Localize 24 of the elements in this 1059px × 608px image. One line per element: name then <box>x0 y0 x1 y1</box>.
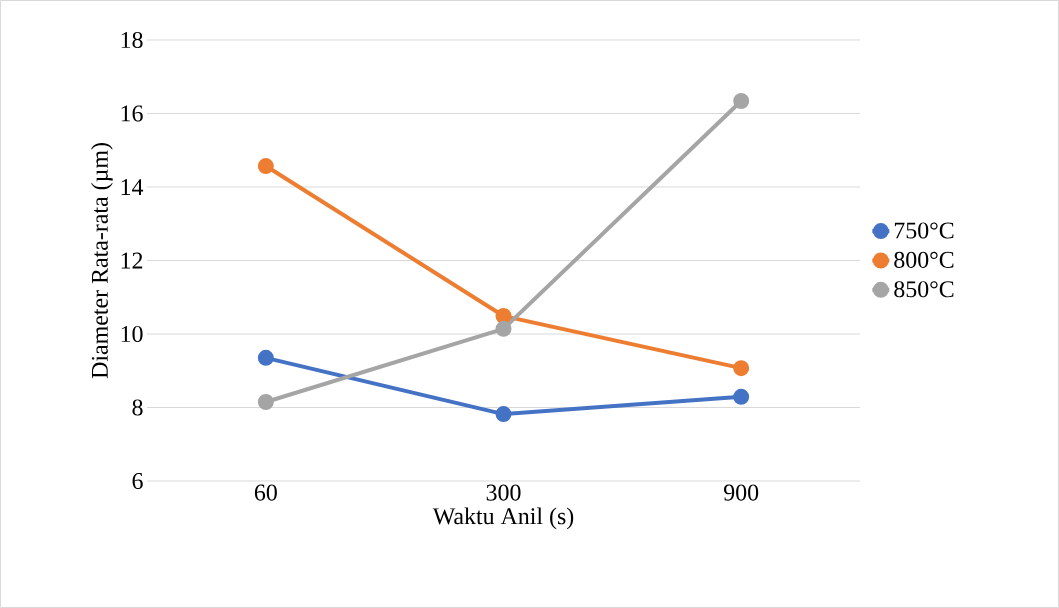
x-tick-label: 60 <box>254 484 277 501</box>
point <box>257 393 274 410</box>
y-tick-label: 6 <box>132 472 143 490</box>
x-tick-label: 300 <box>486 484 521 501</box>
y-tick-label: 16 <box>121 105 143 122</box>
legend-label: 850°C <box>894 281 954 298</box>
y-tick-label: 8 <box>132 399 143 416</box>
point <box>733 92 750 109</box>
point <box>495 307 512 324</box>
point <box>733 388 750 405</box>
y-tick-label: 18 <box>121 31 143 49</box>
point <box>495 406 512 423</box>
point <box>257 158 274 175</box>
x-axis-title: Waktu Anil (s) <box>432 507 574 530</box>
legend-label: 750°C <box>894 222 954 239</box>
y-tick-label: 10 <box>121 325 143 343</box>
point <box>733 360 750 377</box>
point <box>257 349 274 366</box>
point <box>495 320 512 337</box>
legend-label: 800°C <box>894 251 954 268</box>
y-tick-label: 12 <box>121 252 143 269</box>
y-tick-label: 14 <box>121 179 144 195</box>
y-axis-title: Diameter Rata-rata (µm) <box>91 143 113 379</box>
x-tick-label: 900 <box>724 484 759 501</box>
